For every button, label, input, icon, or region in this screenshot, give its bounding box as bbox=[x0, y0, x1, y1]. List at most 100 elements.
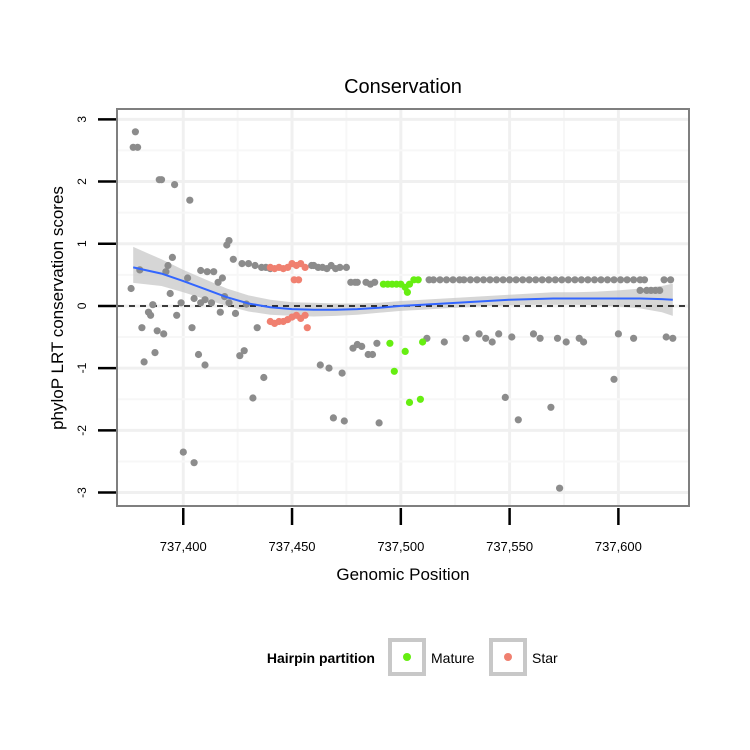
x-tick-label: 737,450 bbox=[269, 539, 316, 554]
point-other bbox=[236, 352, 244, 360]
point-other bbox=[260, 373, 268, 382]
point-other bbox=[373, 339, 381, 347]
point-other bbox=[375, 419, 383, 427]
point-other bbox=[251, 261, 259, 270]
point-other bbox=[171, 181, 179, 189]
point-other bbox=[532, 276, 540, 284]
point-other bbox=[545, 276, 553, 284]
point-other bbox=[186, 196, 194, 204]
point-other bbox=[486, 276, 494, 284]
point-other bbox=[488, 338, 496, 346]
point-other bbox=[479, 276, 488, 284]
point-other bbox=[667, 276, 675, 284]
point-mature bbox=[390, 367, 398, 375]
legend-title: Hairpin partition bbox=[267, 650, 375, 666]
series-mature bbox=[379, 276, 427, 406]
point-other bbox=[340, 417, 348, 425]
x-tick-label: 737,600 bbox=[595, 539, 642, 554]
point-other bbox=[660, 276, 668, 284]
point-mature bbox=[416, 395, 424, 403]
point-other bbox=[316, 361, 324, 369]
point-other bbox=[636, 286, 644, 294]
point-other bbox=[547, 403, 555, 411]
point-other bbox=[184, 274, 192, 282]
y-tick-label: 1 bbox=[75, 240, 89, 247]
point-other bbox=[617, 276, 625, 284]
legend-label-star: Star bbox=[532, 650, 558, 666]
point-other bbox=[462, 334, 470, 342]
point-other bbox=[519, 276, 527, 284]
point-other bbox=[538, 276, 546, 284]
point-other bbox=[218, 274, 226, 282]
point-mature bbox=[405, 280, 414, 288]
point-other bbox=[253, 324, 261, 332]
series-star bbox=[266, 260, 311, 332]
point-other bbox=[562, 338, 570, 346]
point-other bbox=[164, 261, 172, 270]
point-mature bbox=[386, 339, 394, 347]
legend: Hairpin partition Mature Star bbox=[267, 638, 558, 676]
y-tick-label: 2 bbox=[75, 178, 89, 185]
x-tick-label: 737,500 bbox=[377, 539, 424, 554]
point-other bbox=[249, 394, 257, 402]
chart-title: Conservation bbox=[344, 76, 462, 98]
y-axis-label: phyloP LRT conservation scores bbox=[48, 186, 67, 430]
point-other bbox=[371, 278, 379, 286]
point-other bbox=[151, 349, 159, 357]
point-other bbox=[140, 358, 148, 366]
point-other bbox=[338, 369, 346, 377]
point-other bbox=[429, 276, 438, 284]
point-other bbox=[342, 263, 350, 271]
y-tick-label: 0 bbox=[75, 302, 89, 309]
point-other bbox=[147, 311, 155, 319]
point-other bbox=[203, 268, 211, 276]
point-other bbox=[614, 330, 623, 338]
point-other bbox=[499, 276, 507, 284]
point-other bbox=[131, 128, 139, 136]
point-other bbox=[564, 276, 572, 284]
point-star bbox=[303, 324, 311, 332]
y-tick-label: 3 bbox=[75, 116, 89, 123]
point-mature bbox=[414, 276, 422, 284]
smooth-trend bbox=[132, 266, 673, 311]
point-other bbox=[449, 276, 457, 284]
point-other bbox=[525, 276, 533, 284]
point-other bbox=[529, 330, 538, 338]
point-other bbox=[201, 361, 209, 369]
point-other bbox=[177, 299, 185, 307]
point-other bbox=[216, 308, 224, 316]
point-other bbox=[197, 266, 205, 275]
point-other bbox=[466, 276, 474, 284]
x-axis-label: Genomic Position bbox=[336, 565, 469, 584]
point-other bbox=[329, 414, 337, 422]
point-other bbox=[127, 284, 135, 293]
point-other bbox=[358, 342, 366, 350]
point-other bbox=[325, 364, 333, 372]
point-other bbox=[482, 334, 490, 342]
point-other bbox=[556, 484, 564, 492]
point-other bbox=[580, 338, 588, 346]
point-other bbox=[603, 276, 612, 284]
point-mature bbox=[405, 398, 414, 406]
point-other bbox=[179, 448, 187, 456]
point-other bbox=[630, 334, 638, 342]
point-other bbox=[640, 276, 649, 284]
legend-dot-star bbox=[504, 653, 512, 661]
point-other bbox=[353, 278, 361, 286]
point-other bbox=[558, 276, 566, 284]
point-other bbox=[656, 286, 664, 294]
point-other bbox=[336, 263, 344, 271]
point-star bbox=[301, 311, 309, 319]
point-other bbox=[138, 324, 146, 332]
point-other bbox=[536, 334, 544, 342]
point-other bbox=[460, 276, 468, 284]
point-other bbox=[210, 268, 218, 276]
point-other bbox=[190, 294, 198, 303]
data-points bbox=[127, 128, 677, 492]
point-other bbox=[577, 276, 586, 284]
point-other bbox=[207, 299, 216, 307]
point-other bbox=[662, 333, 670, 341]
y-tick-label: -2 bbox=[75, 425, 89, 436]
point-other bbox=[157, 176, 166, 184]
point-other bbox=[514, 416, 522, 424]
